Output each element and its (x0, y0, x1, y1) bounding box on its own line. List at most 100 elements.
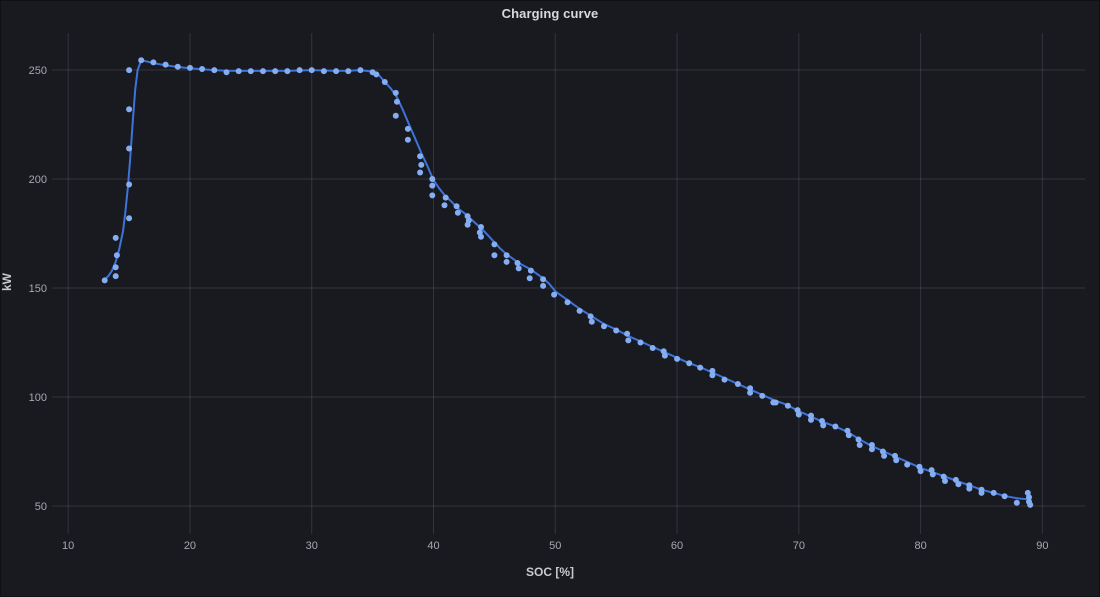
data-point (784, 402, 791, 409)
data-point (503, 252, 510, 259)
data-point (721, 376, 728, 383)
data-point (284, 68, 291, 75)
data-point (881, 452, 888, 459)
data-point (417, 153, 424, 160)
data-point (464, 221, 471, 228)
data-point (112, 273, 119, 280)
data-point (808, 416, 814, 423)
data-point (392, 89, 399, 96)
x-tick-label: 10 (62, 540, 74, 552)
data-point (587, 313, 594, 320)
data-point (917, 468, 924, 475)
data-point (588, 318, 595, 325)
data-point (686, 360, 693, 367)
data-point (808, 412, 814, 419)
data-point (333, 68, 340, 75)
tick-marks (52, 69, 1043, 534)
data-point (272, 68, 279, 75)
data-point (404, 125, 411, 132)
data-point (296, 67, 303, 74)
y-tick-label: 250 (29, 65, 47, 77)
data-point (942, 478, 948, 484)
data-point (454, 209, 461, 216)
plot-area[interactable] (56, 33, 1085, 530)
data-point (820, 422, 827, 429)
data-point (138, 57, 145, 64)
data-point (904, 461, 911, 468)
data-point (357, 67, 364, 74)
data-point (759, 392, 766, 399)
y-tick-label: 50 (35, 501, 47, 513)
grid-lines (56, 33, 1085, 530)
data-point (187, 64, 193, 71)
data-point (260, 68, 266, 75)
data-point (404, 136, 411, 143)
panel-title: Charging curve (501, 6, 599, 21)
data-point (526, 275, 533, 282)
data-point (211, 67, 218, 74)
data-point (162, 61, 169, 68)
data-point (394, 98, 400, 105)
data-point (674, 355, 681, 362)
data-point (893, 457, 900, 464)
data-point (453, 203, 460, 210)
data-point (637, 339, 644, 346)
data-point (868, 446, 875, 453)
data-point (478, 233, 484, 240)
data-point (1001, 493, 1008, 500)
x-tick-label: 60 (671, 540, 683, 552)
data-point (613, 327, 620, 334)
data-point (442, 194, 449, 201)
data-point (747, 389, 754, 396)
data-point (418, 161, 425, 168)
data-point (576, 307, 583, 314)
data-point (392, 112, 399, 119)
data-point (649, 345, 656, 351)
data-point (515, 265, 522, 272)
data-point (514, 260, 521, 266)
data-point (1027, 501, 1034, 508)
data-point (235, 68, 242, 75)
data-point (540, 282, 547, 289)
data-point (441, 202, 448, 209)
data-point (126, 106, 133, 113)
data-point (697, 364, 704, 371)
data-point (381, 79, 388, 85)
data-point (308, 67, 315, 74)
data-point (832, 423, 839, 430)
data-point (978, 489, 985, 496)
data-point (966, 485, 973, 492)
data-point (126, 181, 133, 188)
data-point (112, 264, 119, 271)
data-point (625, 337, 632, 344)
x-tick-label: 90 (1036, 540, 1048, 552)
y-tick-label: 200 (29, 174, 47, 186)
data-point (845, 432, 852, 439)
data-point (113, 252, 120, 259)
data-point (955, 481, 962, 488)
x-tick-label: 30 (306, 540, 318, 552)
data-point (1013, 499, 1020, 506)
x-tick-label: 80 (914, 540, 926, 552)
data-point (868, 442, 875, 448)
y-tick-label: 100 (29, 392, 47, 404)
data-point (564, 299, 571, 306)
data-point (527, 267, 534, 274)
data-point (112, 234, 119, 241)
data-point (709, 367, 716, 374)
x-tick-label: 20 (184, 540, 196, 552)
x-tick-labels: 10 20 30 40 50 60 70 80 90 (62, 540, 1048, 552)
data-point (373, 71, 380, 78)
x-tick-label: 70 (793, 540, 805, 552)
data-point (624, 330, 631, 337)
data-point (772, 399, 779, 406)
data-point (223, 69, 230, 76)
data-point (174, 63, 181, 70)
data-point (101, 277, 108, 284)
data-point (709, 372, 716, 379)
data-point (417, 169, 424, 176)
x-tick-label: 50 (549, 540, 561, 552)
y-tick-labels: 50 100 150 200 250 (29, 65, 47, 513)
